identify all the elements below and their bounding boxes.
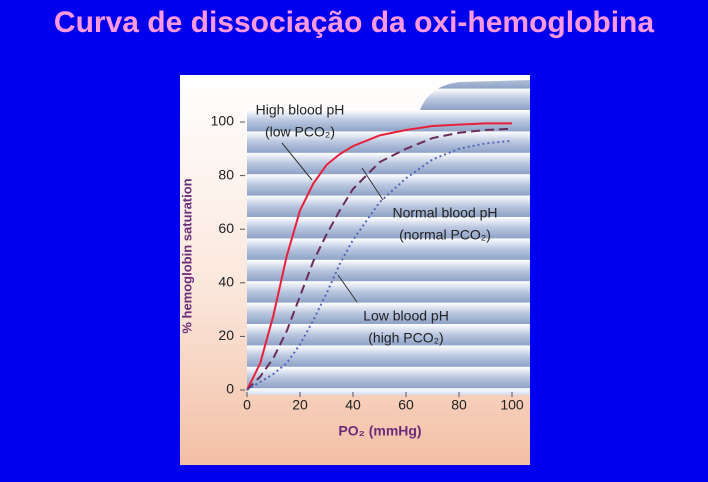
x-tick-label: 100 [500, 397, 524, 413]
y-axis-title: % hemoglobin saturation [179, 178, 194, 333]
annotation: (low PCO₂) [265, 124, 335, 140]
x-tick-label: 20 [292, 397, 308, 413]
x-tick-label: 60 [398, 397, 414, 413]
y-tick-label: 40 [218, 274, 234, 290]
y-tick-label: 60 [218, 220, 234, 236]
x-tick-label: 0 [243, 397, 251, 413]
annotation: (normal PCO₂) [399, 227, 491, 243]
annotation: (high PCO₂) [368, 330, 443, 346]
y-tick-label: 100 [211, 113, 235, 129]
x-tick-label: 80 [451, 397, 467, 413]
slide-title: Curva de dissociação da oxi-hemoglobina [54, 6, 654, 39]
x-axis-title: PO₂ (mmHg) [338, 423, 421, 439]
annotation: High blood pH [256, 102, 345, 118]
y-tick-label: 20 [218, 327, 234, 343]
annotation: Low blood pH [363, 308, 449, 324]
y-tick-label: 0 [226, 381, 234, 397]
y-tick-label: 80 [218, 166, 234, 182]
x-tick-label: 40 [345, 397, 361, 413]
annotation: Normal blood pH [392, 205, 497, 221]
page: {"chart_data": {"type": "line", "title":… [0, 0, 708, 477]
slide: Curva de dissociação da oxi-hemoglobina … [0, 0, 708, 477]
